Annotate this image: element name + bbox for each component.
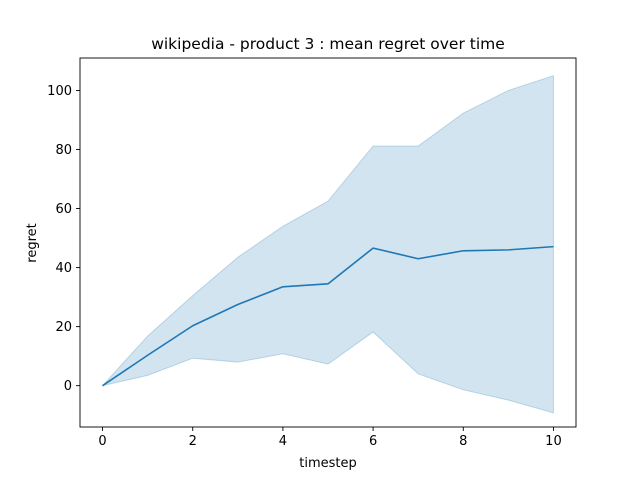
chart-title: wikipedia - product 3 : mean regret over… [151,35,505,53]
y-axis-label: regret [25,223,40,262]
y-tick-label: 100 [47,84,72,99]
x-tick-label: 0 [98,434,106,449]
axes-frame [79,57,577,428]
x-axis-label: timestep [299,456,357,471]
y-tick-label: 40 [55,261,72,276]
x-tick-label: 2 [189,434,197,449]
mean-regret-line [102,245,554,387]
y-tick-label: 60 [55,202,72,217]
y-tick-label: 0 [64,379,72,394]
confidence-band [101,75,554,414]
x-tick-label: 10 [545,434,562,449]
x-axis: 0 2 4 6 8 10 [98,427,562,449]
x-tick-label: 6 [369,434,377,449]
y-tick-label: 80 [55,143,72,158]
plot-area [101,75,554,414]
y-axis: 0 20 40 60 80 100 [47,84,80,394]
y-tick-label: 20 [55,320,72,335]
x-tick-label: 4 [279,434,287,449]
x-tick-label: 8 [459,434,467,449]
